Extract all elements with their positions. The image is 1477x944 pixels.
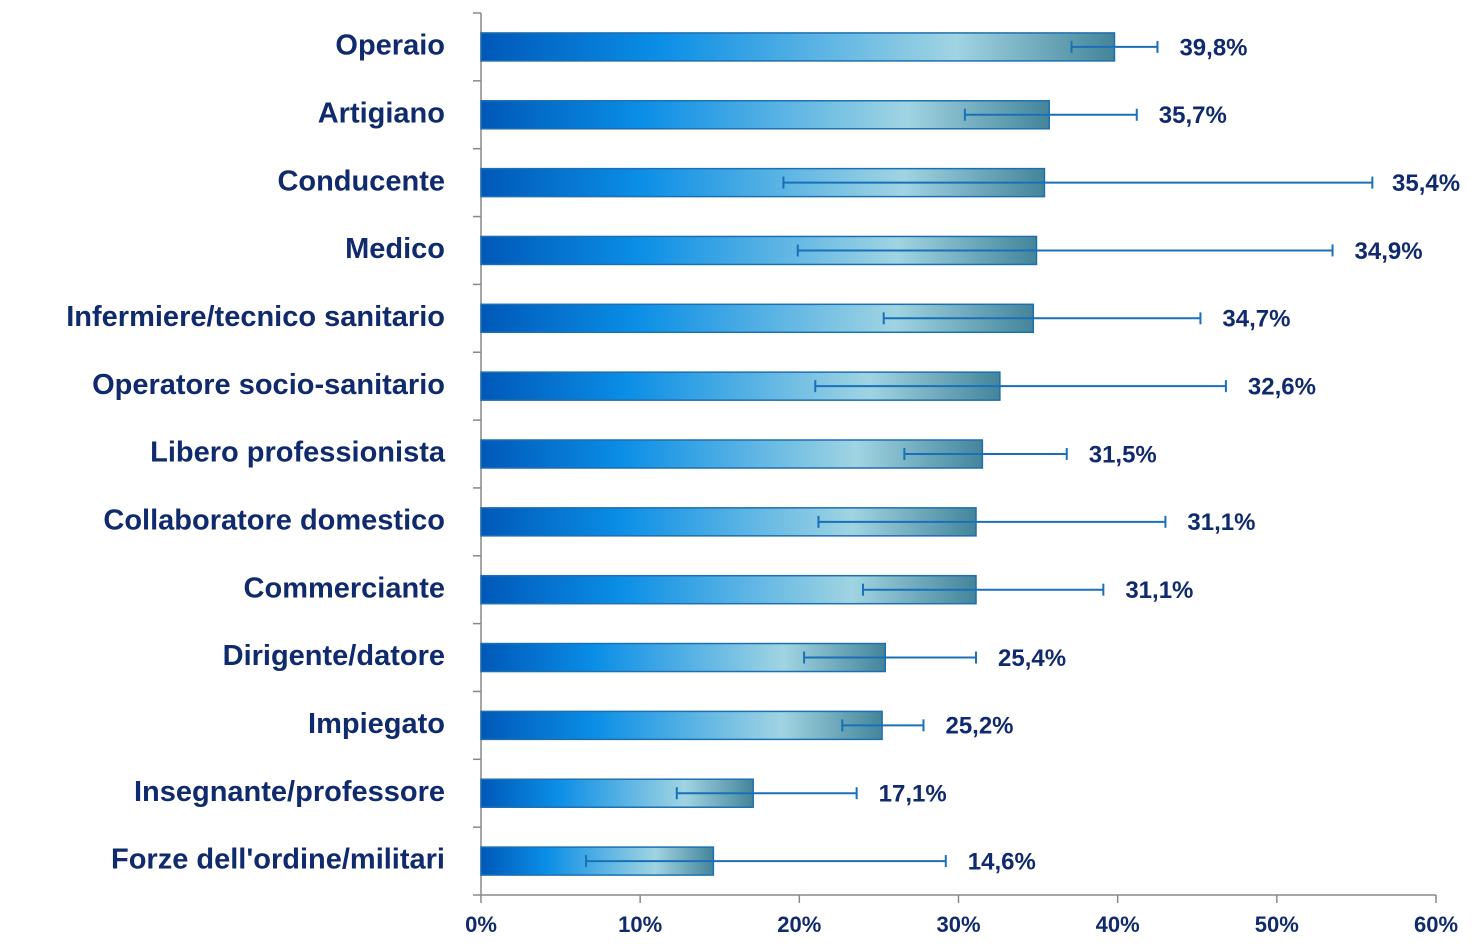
error-bar: [841, 719, 925, 732]
error-bar: [585, 855, 947, 868]
error-bar: [862, 583, 1105, 596]
category-label: Commerciante: [244, 572, 445, 604]
value-label: 32,6%: [1248, 373, 1316, 400]
error-bar: [675, 787, 858, 800]
category-label: Forze dell'ordine/militari: [111, 844, 445, 876]
error-bar: [817, 515, 1167, 528]
bar: [480, 100, 1050, 130]
error-bar: [796, 244, 1334, 257]
x-tick-label: 60%: [1414, 912, 1458, 937]
category-label: Insegnante/professore: [134, 776, 445, 808]
error-bar: [1070, 40, 1159, 53]
category-label: Operaio: [335, 30, 445, 62]
bar: [480, 439, 984, 469]
value-label: 34,9%: [1355, 238, 1423, 265]
value-label: 25,4%: [998, 645, 1066, 672]
value-label: 35,7%: [1159, 102, 1227, 129]
category-label: Medico: [345, 233, 445, 265]
value-label: 34,7%: [1222, 306, 1290, 333]
value-label: 31,1%: [1187, 509, 1255, 536]
category-label: Artigiano: [318, 97, 445, 129]
category-label: Operatore socio-sanitario: [92, 369, 445, 401]
bar: [480, 32, 1116, 62]
category-label: Collaboratore domestico: [103, 505, 445, 537]
error-bar: [963, 108, 1138, 121]
x-tick-label: 20%: [777, 912, 821, 937]
error-bar: [903, 448, 1068, 460]
category-label: Infermiere/tecnico sanitario: [66, 301, 445, 333]
category-label: Impiegato: [308, 708, 445, 740]
value-label: 14,6%: [968, 848, 1036, 875]
x-tick-label: 10%: [618, 912, 662, 937]
x-tick-label: 0%: [465, 912, 497, 937]
value-label: 31,5%: [1089, 441, 1157, 468]
error-bar: [782, 176, 1374, 189]
value-label: 17,1%: [879, 781, 947, 808]
value-label: 39,8%: [1179, 34, 1247, 61]
category-label: Libero professionista: [150, 437, 446, 469]
category-label: Dirigente/datore: [223, 640, 445, 672]
value-label: 31,1%: [1125, 577, 1193, 604]
value-label: 35,4%: [1392, 170, 1460, 197]
value-label: 25,2%: [945, 713, 1013, 740]
error-bar: [882, 312, 1202, 325]
x-tick-label: 50%: [1255, 912, 1299, 937]
error-bar: [814, 380, 1227, 393]
category-label: Conducente: [277, 165, 445, 197]
x-tick-label: 30%: [936, 912, 980, 937]
x-tick-label: 40%: [1096, 912, 1140, 937]
bar: [480, 710, 883, 741]
error-bar: [803, 651, 978, 664]
